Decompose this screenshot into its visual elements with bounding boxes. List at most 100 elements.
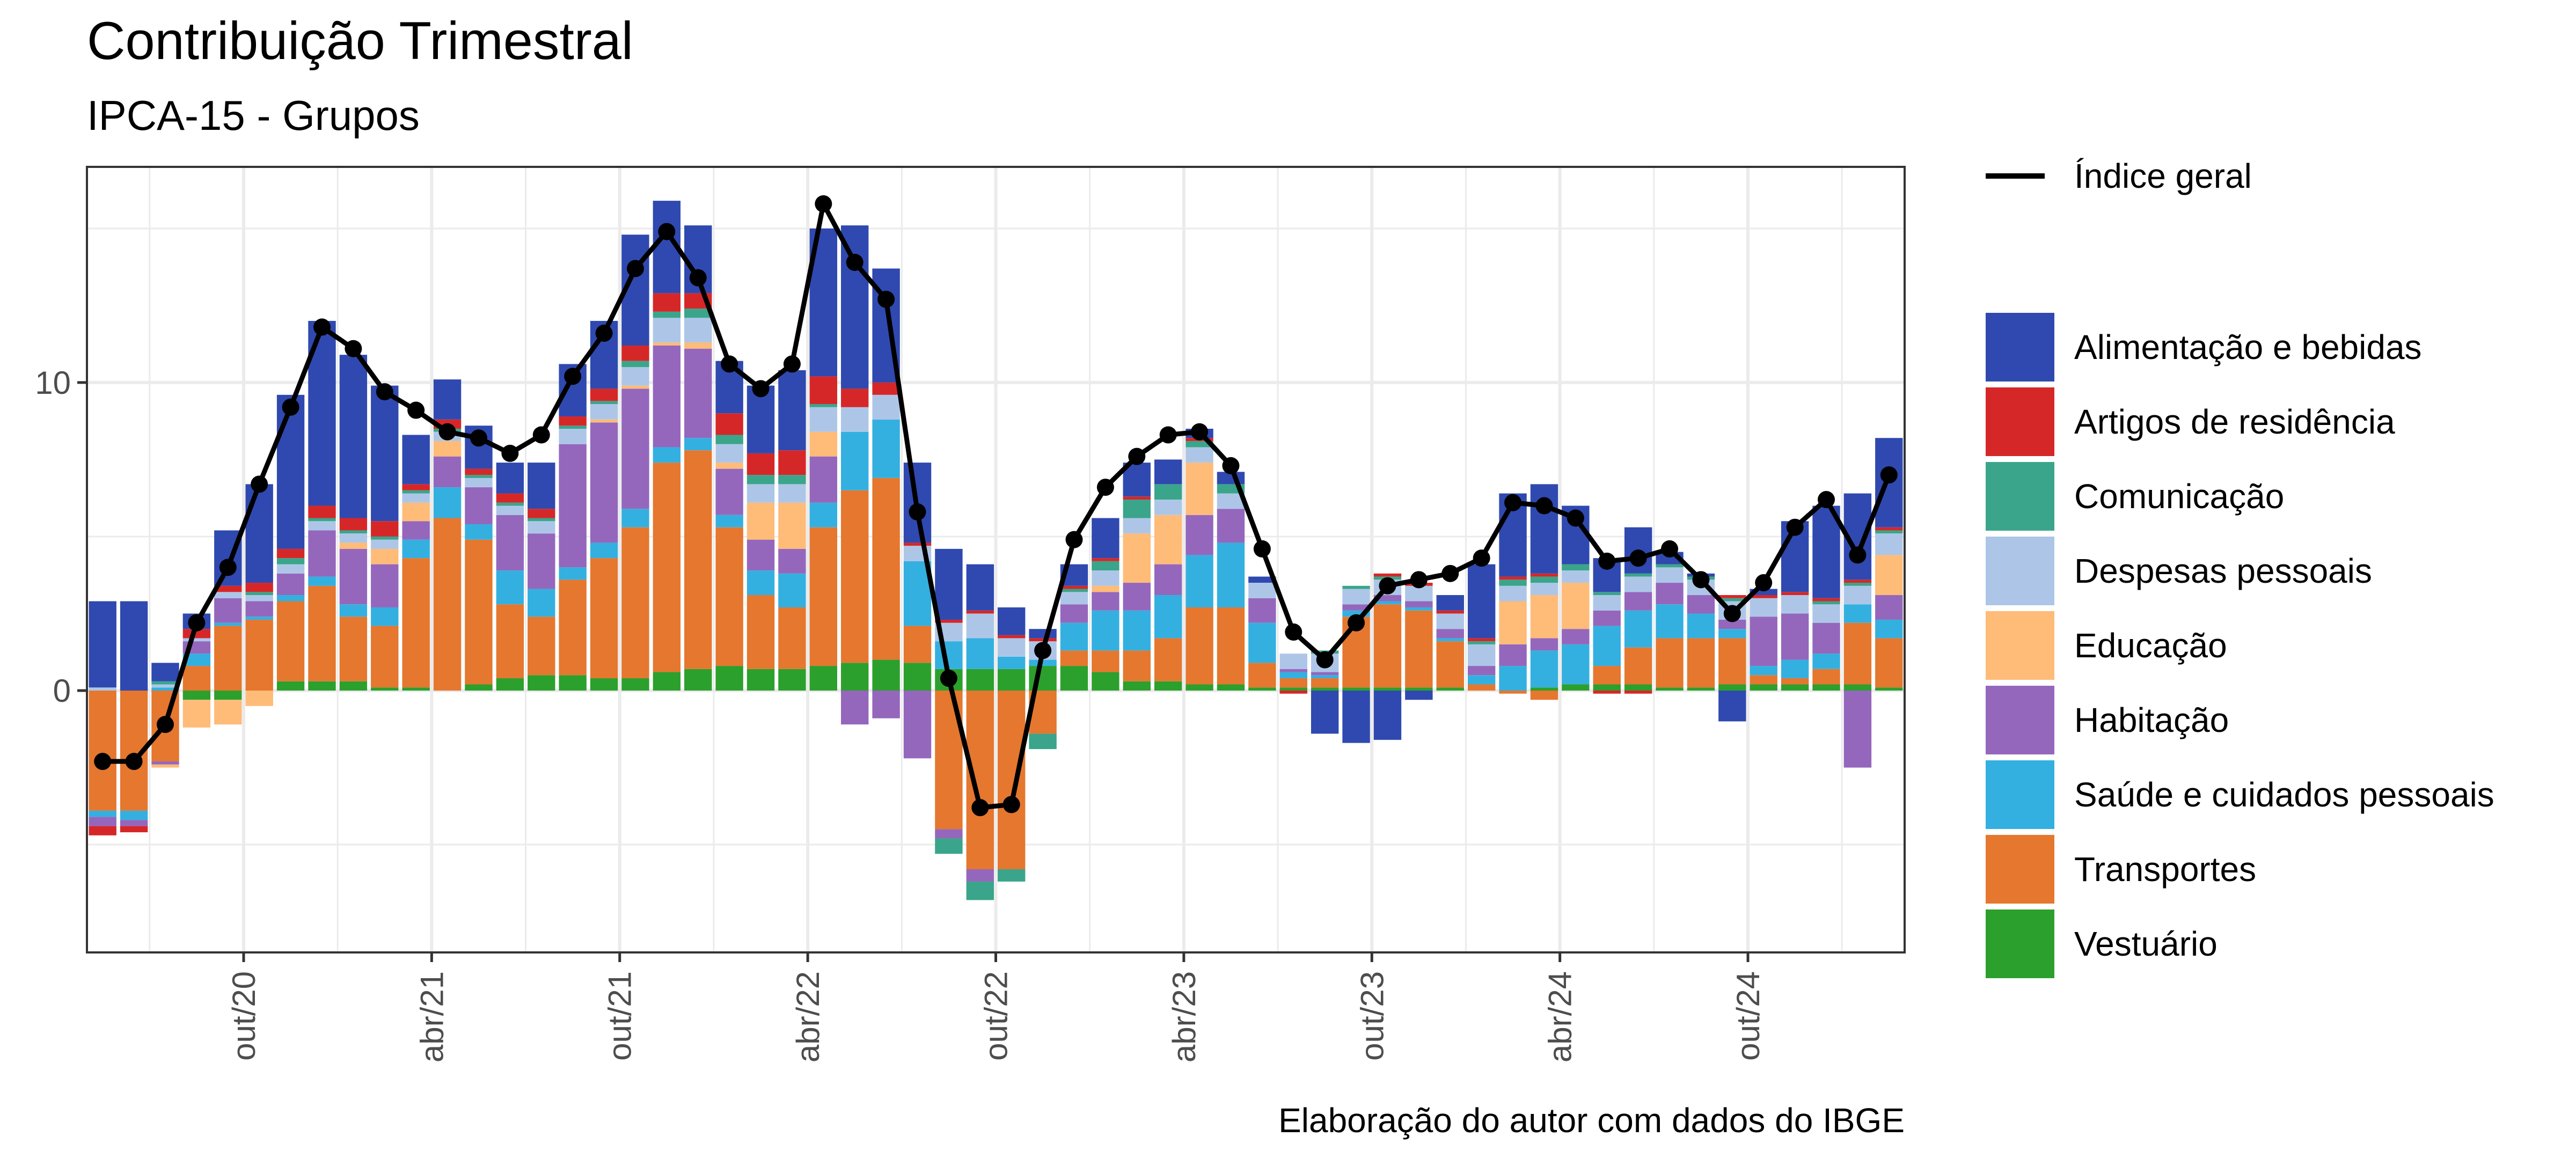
bar-segment [245,484,273,583]
y-tick-label: 0 [53,673,71,709]
bar-segment [371,539,399,549]
bar-segment [841,431,869,490]
bar-segment [1499,644,1527,666]
bar-segment [653,311,681,318]
bar-segment [1593,666,1621,685]
legend-swatch [1986,387,2054,456]
bar-segment [1812,601,1840,605]
bar-segment [1467,641,1496,644]
legend-item: Comunicação [1986,462,2284,531]
bar-segment [245,583,273,592]
bar-segment [182,666,211,691]
bar-segment [1499,601,1527,644]
x-tick-label: out/22 [978,971,1014,1061]
bar-segment [1843,580,1872,583]
bar-segment [120,820,148,826]
bar-segment [465,478,493,488]
bar-segment [276,601,305,681]
bar-segment [1687,613,1715,639]
bar-segment [1624,647,1652,685]
bar-segment [371,564,399,607]
bar-segment [590,419,618,423]
bar-segment [621,367,649,386]
legend-label: Alimentação e bebidas [2074,328,2422,366]
bar-segment [778,548,806,574]
bar-segment [1530,595,1558,639]
bar-segment [89,601,116,688]
bar-segment [841,225,869,389]
bar-segment [1342,585,1370,589]
bar-segment [1843,604,1872,623]
bar-segment [872,419,900,478]
bar-segment [1656,604,1684,639]
legend-label: Vestuário [2074,925,2218,963]
x-tick-label: abr/24 [1542,971,1578,1062]
bar-segment [1405,687,1433,691]
index-line-layer [94,195,1898,817]
bar-segment [496,463,524,494]
bar-segment [809,407,838,432]
bar-segment [1217,684,1245,691]
legend-swatch [1986,835,2054,904]
bar-segment [1593,684,1621,691]
bar-segment [339,681,368,691]
bar-segment [1342,691,1370,743]
bar-segment [1530,638,1558,651]
bar-segment [89,691,116,811]
bar-segment [872,691,900,718]
bar-segment [621,361,649,368]
legend-label: Transportes [2074,850,2256,889]
bar-segment [182,654,211,666]
bar-segment [1436,613,1464,629]
bar-segment [402,435,430,485]
index-point [721,355,738,373]
bar-segment [653,318,681,343]
y-axis: 0 10 [35,365,87,709]
bar-segment [1718,595,1746,598]
index-point [564,368,582,385]
bar-segment [528,463,555,509]
index-point [1128,448,1146,465]
bar-segment [245,601,273,617]
bar-segment [715,444,743,463]
bar-segment [872,659,900,691]
bar-segment [1373,604,1402,688]
legend-item: Educação [1986,611,2227,680]
bar-segment [308,576,336,586]
bar-segment [371,626,399,688]
bar-segment [120,826,148,833]
bar-segment [653,463,681,672]
bar-segment [966,881,994,900]
index-point [1567,509,1584,527]
bar-segment [841,490,869,663]
x-tick-label: abr/21 [414,971,450,1062]
index-point [1629,549,1647,567]
bar-segment [151,761,179,765]
bar-segment [998,669,1026,691]
bar-segment [465,524,493,540]
bar-segment [402,539,430,559]
bar-segment [339,604,368,617]
bar-segment [1467,666,1496,676]
legend-label: Habitação [2074,701,2229,739]
bar-segment [1405,585,1433,601]
bar-segment [1750,675,1777,685]
bar-segment [684,318,712,343]
bar-segment [1311,678,1339,688]
bar-segment [684,669,712,691]
legend-swatch [1986,611,2054,680]
bar-segment [653,447,681,463]
bar-segment [966,610,994,614]
index-point [501,444,519,462]
bar-segment [1843,691,1872,768]
index-line [103,201,1891,810]
bar-segment [182,700,211,728]
bar-segment [496,678,524,691]
bar-segment [684,348,712,438]
bar-segment [1875,533,1903,555]
index-point [1065,531,1083,548]
x-tick-label: out/23 [1354,971,1390,1061]
bar-segment [1373,573,1402,577]
index-point [188,614,206,632]
bar-segment [1154,564,1182,596]
